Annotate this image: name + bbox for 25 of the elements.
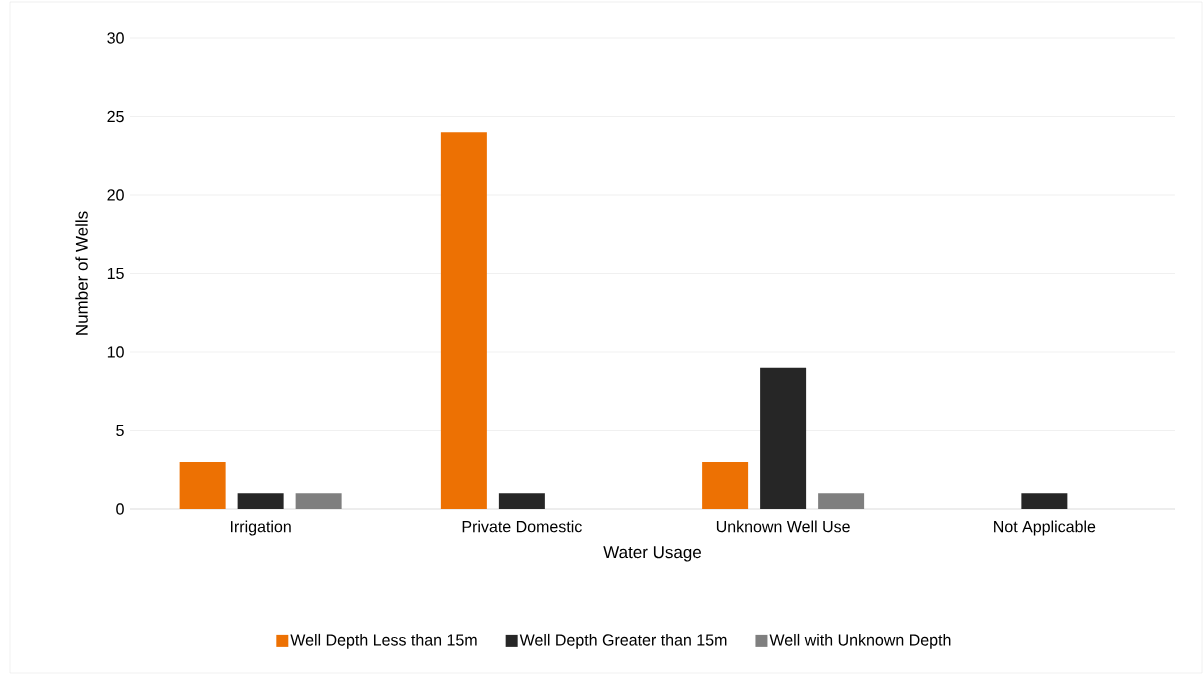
bar	[440, 132, 487, 509]
y-axis-title: Number of Wells	[75, 211, 88, 335]
bar	[818, 493, 865, 509]
bar	[498, 493, 545, 509]
y-tick-label: 20	[107, 189, 124, 201]
x-tick-label: Private Domestic	[462, 520, 582, 533]
legend-label: Well with Unknown Depth	[769, 633, 951, 649]
bar	[760, 367, 807, 509]
legend-label: Well Depth Less than 15m	[290, 633, 477, 649]
x-tick-label: Irrigation	[230, 520, 291, 536]
y-tick-label: 25	[107, 110, 124, 123]
x-tick-label: Unknown Well Use	[716, 520, 850, 533]
y-tick-label: 0	[116, 503, 124, 515]
bar	[1021, 493, 1068, 509]
y-tick-label: 5	[116, 424, 124, 437]
bar	[702, 461, 749, 509]
x-axis-title: Water Usage	[603, 546, 702, 562]
y-tick-label: 30	[107, 32, 124, 44]
bar	[179, 461, 226, 509]
y-tick-label: 15	[107, 267, 124, 280]
y-tick-label: 10	[107, 346, 124, 358]
bar	[237, 493, 284, 509]
legend-label: Well Depth Greater than 15m	[519, 633, 727, 649]
x-tick-label: Not Applicable	[994, 520, 1096, 536]
bar	[295, 493, 342, 509]
